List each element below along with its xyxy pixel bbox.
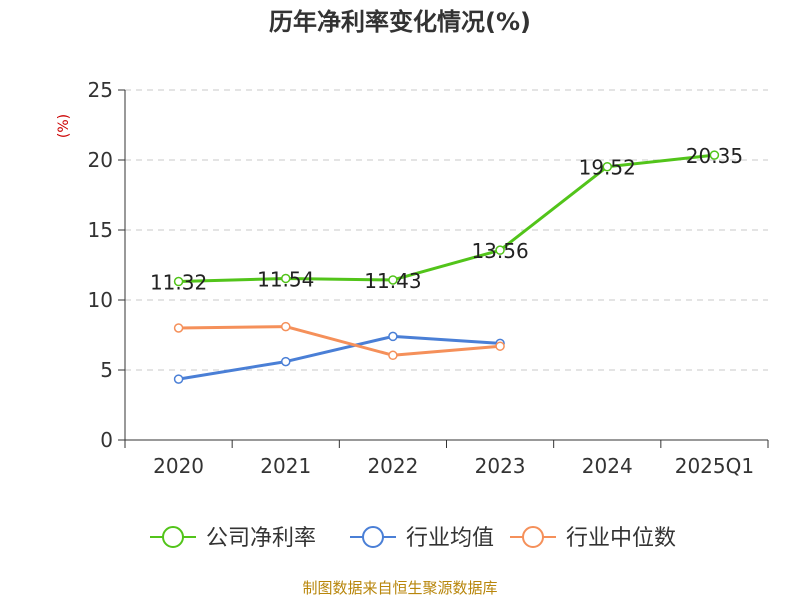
data-point [173, 276, 184, 287]
legend-label: 公司净利率 [206, 526, 316, 551]
series-line-0 [178, 153, 715, 284]
x-tick-label: 2023 [475, 454, 526, 478]
x-tick-label: 2022 [367, 454, 418, 478]
data-point [281, 321, 291, 332]
data-point [281, 273, 291, 284]
data-point [388, 350, 398, 361]
x-tick-label: 2020 [153, 454, 204, 478]
legend-item-1: 行业均值 [350, 526, 494, 551]
x-tick-label: 2025Q1 [675, 454, 754, 478]
chart-title: 历年净利率变化情况(%) [269, 8, 531, 36]
data-label: 11.54 [257, 267, 314, 291]
source-note: 制图数据来自恒生聚源数据库 [302, 579, 498, 597]
legend-item-0: 公司净利率 [150, 526, 316, 551]
series-line-2 [178, 325, 501, 357]
y-tick-label: 0 [100, 428, 113, 452]
y-tick-label: 15 [88, 218, 113, 242]
data-point [388, 331, 398, 342]
y-tick-label: 5 [100, 358, 113, 382]
data-point [709, 150, 720, 160]
data-point [173, 323, 184, 333]
y-axis-label: (%) [56, 114, 72, 138]
data-point [495, 341, 505, 351]
legend-marker [522, 526, 544, 548]
legend-marker [162, 526, 184, 548]
series-line-1 [178, 334, 501, 381]
data-label: 11.43 [364, 269, 421, 293]
y-tick-label: 25 [88, 78, 113, 102]
y-tick-label: 20 [88, 148, 113, 172]
grid-lines [125, 89, 768, 371]
data-labels: 11.32 11.54 11.43 13.56 19.52 20.35 [150, 144, 743, 294]
x-tick-label: 2024 [582, 454, 633, 478]
data-point [388, 275, 398, 285]
data-point [281, 356, 291, 367]
legend-label: 行业均值 [406, 526, 494, 551]
data-label: 19.52 [579, 156, 636, 180]
y-tick-label: 10 [88, 288, 113, 312]
legend-label: 行业中位数 [566, 526, 676, 551]
data-point [173, 374, 184, 384]
data-label: 11.32 [150, 271, 207, 295]
legend-item-2: 行业中位数 [510, 526, 676, 551]
data-point [495, 245, 505, 255]
series-lines [173, 150, 720, 384]
data-point [602, 161, 612, 172]
x-tick-label: 2021 [260, 454, 311, 478]
legend-marker [362, 526, 384, 548]
data-label: 20.35 [686, 144, 743, 168]
legend: 公司净利率 行业均值 行业中位数 [150, 526, 676, 551]
axes: 0 5 10 15 20 25 2020 2021 2022 2023 2024 2025Q1 [88, 78, 769, 478]
data-label: 13.56 [471, 239, 528, 263]
